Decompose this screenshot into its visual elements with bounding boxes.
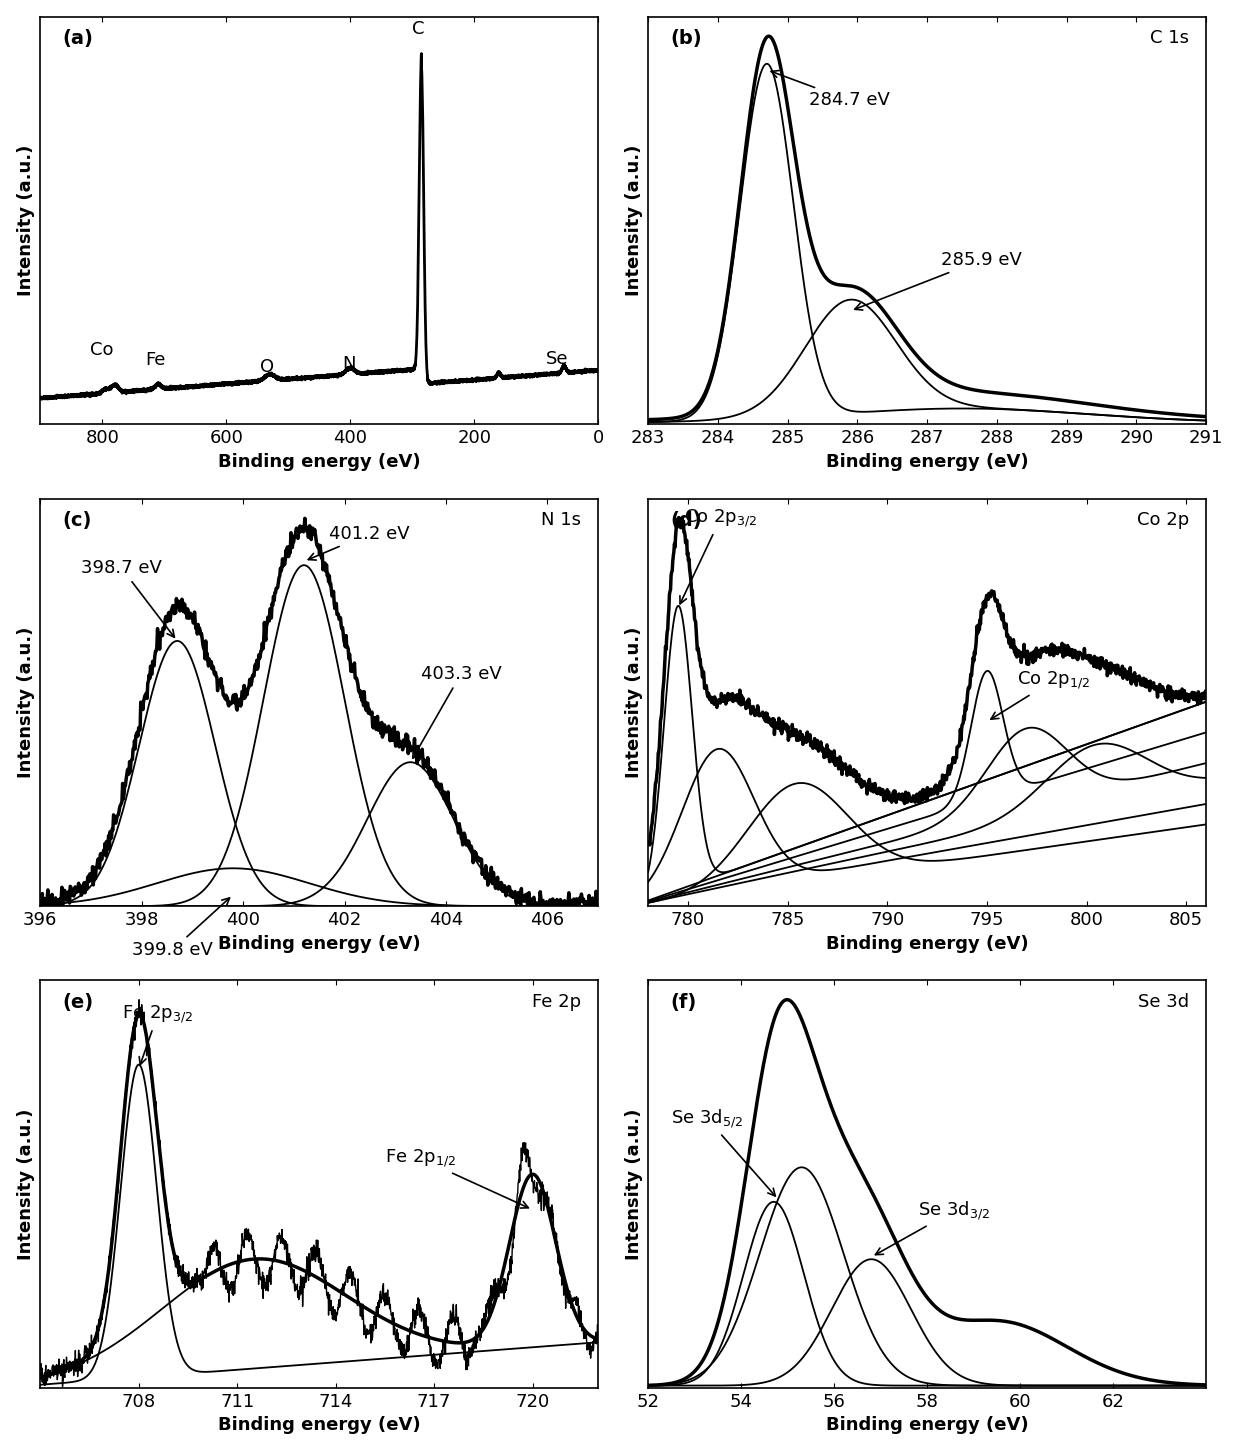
Y-axis label: Intensity (a.u.): Intensity (a.u.) <box>625 145 642 296</box>
Text: (c): (c) <box>62 511 92 530</box>
Text: N 1s: N 1s <box>542 511 582 528</box>
Text: (e): (e) <box>62 992 94 1011</box>
Text: 401.2 eV: 401.2 eV <box>309 525 410 560</box>
X-axis label: Binding energy (eV): Binding energy (eV) <box>218 453 420 472</box>
Text: Se 3d$_{5/2}$: Se 3d$_{5/2}$ <box>671 1107 775 1196</box>
Text: (a): (a) <box>62 29 93 48</box>
Text: 403.3 eV: 403.3 eV <box>413 665 501 759</box>
Text: 398.7 eV: 398.7 eV <box>81 559 175 637</box>
Text: Se: Se <box>546 350 568 369</box>
Text: Fe: Fe <box>145 351 166 369</box>
Text: 399.8 eV: 399.8 eV <box>131 898 229 959</box>
Text: C: C <box>412 20 424 38</box>
Y-axis label: Intensity (a.u.): Intensity (a.u.) <box>16 145 35 296</box>
X-axis label: Binding energy (eV): Binding energy (eV) <box>218 1416 420 1435</box>
Text: Fe 2p$_{1/2}$: Fe 2p$_{1/2}$ <box>384 1148 528 1209</box>
Text: Co 2p: Co 2p <box>1137 511 1189 528</box>
Text: Fe 2p$_{3/2}$: Fe 2p$_{3/2}$ <box>123 1004 193 1065</box>
Text: Co 2p$_{3/2}$: Co 2p$_{3/2}$ <box>680 508 756 604</box>
Text: Se 3d: Se 3d <box>1138 992 1189 1010</box>
X-axis label: Binding energy (eV): Binding energy (eV) <box>826 934 1028 953</box>
X-axis label: Binding energy (eV): Binding energy (eV) <box>218 934 420 953</box>
Text: Co 2p$_{1/2}$: Co 2p$_{1/2}$ <box>991 669 1090 720</box>
Y-axis label: Intensity (a.u.): Intensity (a.u.) <box>16 627 35 778</box>
Y-axis label: Intensity (a.u.): Intensity (a.u.) <box>16 1109 35 1259</box>
X-axis label: Binding energy (eV): Binding energy (eV) <box>826 453 1028 472</box>
Text: N: N <box>342 355 356 373</box>
Text: (b): (b) <box>671 29 702 48</box>
Text: (d): (d) <box>671 511 702 530</box>
X-axis label: Binding energy (eV): Binding energy (eV) <box>826 1416 1028 1435</box>
Text: (f): (f) <box>671 992 697 1011</box>
Text: Fe 2p: Fe 2p <box>532 992 582 1010</box>
Text: O: O <box>260 357 274 376</box>
Y-axis label: Intensity (a.u.): Intensity (a.u.) <box>625 1109 642 1259</box>
Text: Co: Co <box>89 341 113 360</box>
Text: 285.9 eV: 285.9 eV <box>854 251 1022 311</box>
Y-axis label: Intensity (a.u.): Intensity (a.u.) <box>625 627 642 778</box>
Text: 284.7 eV: 284.7 eV <box>771 71 889 109</box>
Text: Se 3d$_{3/2}$: Se 3d$_{3/2}$ <box>875 1200 990 1255</box>
Text: C 1s: C 1s <box>1151 29 1189 46</box>
